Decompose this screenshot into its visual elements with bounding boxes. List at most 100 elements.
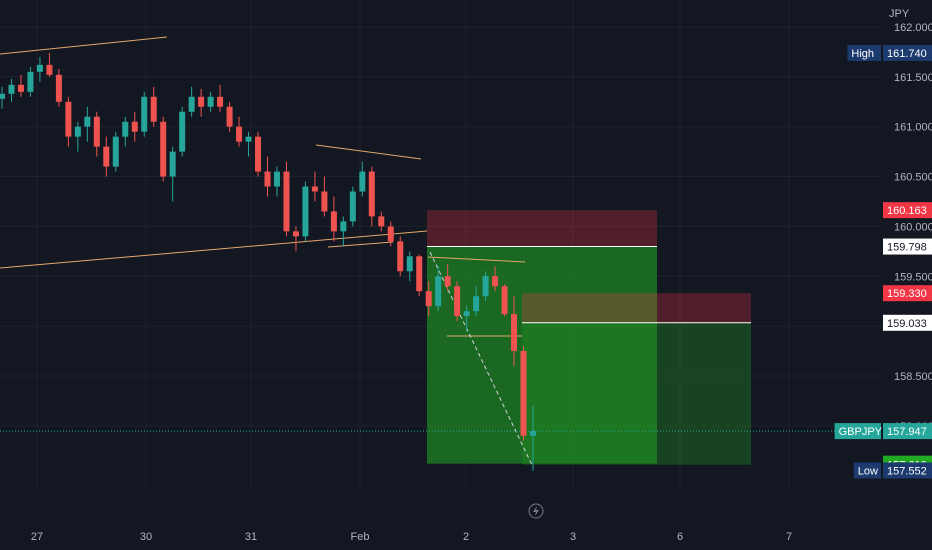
trendline[interactable] — [327, 241, 394, 248]
candle-body — [55, 74, 62, 102]
take-profit-zone[interactable] — [522, 322, 751, 465]
candle-body — [511, 314, 518, 352]
candle-body — [416, 256, 423, 292]
candle-body — [27, 71, 34, 92]
candle-body — [273, 171, 280, 187]
stop-loss-zone[interactable] — [427, 210, 657, 247]
candle-body — [501, 286, 508, 315]
entry1-badge — [883, 238, 932, 255]
candle-body — [150, 96, 157, 122]
current-value: 157.947 — [887, 426, 927, 438]
low-label-box — [853, 462, 881, 479]
candle-body — [198, 96, 205, 107]
candle-body — [397, 241, 404, 272]
candle-body — [46, 64, 53, 75]
trendline[interactable] — [0, 36, 168, 55]
candle-body — [236, 126, 243, 142]
high-label: High — [851, 48, 874, 60]
high-label-box — [847, 44, 881, 61]
candle-body — [36, 64, 43, 72]
price-badges: 161.740 High 160.163 159.798 159.330 159.033 1… — [834, 44, 932, 479]
candle-body — [103, 146, 110, 167]
candle-body — [520, 351, 527, 436]
candle-body — [226, 106, 233, 127]
low-label: Low — [858, 465, 878, 477]
trendline-drawings[interactable] — [0, 36, 882, 466]
candle-body — [188, 96, 195, 112]
candle-body — [8, 84, 15, 94]
candle-body — [245, 136, 252, 142]
currency-label: JPY — [889, 8, 910, 20]
candle-body — [368, 171, 375, 217]
current-badge — [883, 423, 932, 440]
date-tick-label: 30 — [140, 531, 152, 543]
candle-body — [482, 276, 489, 297]
price-tick-label: 162.000 — [894, 22, 932, 34]
candle-body — [311, 186, 318, 192]
high-badge — [883, 44, 932, 61]
candle-body — [112, 136, 119, 167]
current-label-box — [834, 423, 881, 440]
candle-body — [179, 111, 186, 152]
candle-body — [454, 286, 461, 317]
price-tick-label: 160.000 — [894, 221, 932, 233]
candle-body — [207, 96, 214, 107]
price-tick-label: 160.500 — [894, 172, 932, 184]
candle-body — [378, 216, 385, 227]
candle-body — [217, 96, 224, 107]
candle-body — [292, 231, 299, 237]
candle-body — [435, 276, 442, 307]
date-tick-label: 7 — [786, 531, 792, 543]
low-value: 157.552 — [887, 465, 927, 477]
candle-series — [0, 52, 536, 471]
candle-body — [463, 311, 470, 317]
lightning-icon[interactable] — [528, 503, 544, 519]
trendline[interactable] — [315, 144, 422, 160]
candle-body — [492, 276, 499, 287]
candle-body — [84, 116, 91, 127]
time-axis[interactable]: 27 30 31 Feb 2 3 6 7 — [31, 531, 792, 543]
candle-body — [93, 116, 100, 147]
trendline[interactable] — [427, 256, 526, 263]
stop-loss-zone[interactable] — [522, 293, 751, 323]
candle-body — [169, 151, 176, 177]
price-tick-label: 161.500 — [894, 72, 932, 84]
candle-body — [74, 126, 81, 137]
candle-body — [0, 93, 5, 99]
entry2-value: 159.033 — [887, 318, 927, 330]
entry1-value: 159.798 — [887, 242, 927, 254]
candle-body — [141, 96, 148, 132]
candle-body — [255, 136, 262, 172]
candle-body — [406, 256, 413, 272]
date-tick-label: 27 — [31, 531, 43, 543]
candle-body — [359, 171, 366, 192]
price-tick-label: 159.500 — [894, 271, 932, 283]
candle-body — [302, 186, 309, 237]
price-tick-label: 161.000 — [894, 122, 932, 134]
candle-body — [473, 296, 480, 312]
candle-body — [122, 121, 129, 137]
candle-body — [283, 171, 290, 232]
stop2-value: 159.330 — [887, 288, 927, 300]
candle-body — [530, 431, 536, 436]
trendline[interactable] — [0, 230, 428, 269]
candle-body — [349, 191, 356, 222]
date-tick-label: Feb — [351, 531, 370, 543]
candle-body — [17, 84, 24, 92]
price-axis[interactable]: JPY 162.000 161.500 161.000 160.500 160.000 1… — [889, 8, 932, 433]
current-label: GBPJPY — [839, 426, 883, 438]
high-value: 161.740 — [887, 48, 927, 60]
candle-body — [330, 211, 337, 232]
take-profit-zone[interactable] — [427, 246, 657, 464]
candle-body — [387, 226, 394, 242]
candle-body — [65, 101, 72, 137]
candle-body — [131, 121, 138, 132]
date-tick-label: 3 — [570, 531, 576, 543]
candle-body — [425, 291, 432, 307]
stop1-value: 160.163 — [887, 205, 927, 217]
date-tick-label: 2 — [463, 531, 469, 543]
position-tools[interactable] — [427, 210, 751, 465]
date-tick-label: 31 — [245, 531, 257, 543]
projection-line[interactable] — [429, 251, 533, 466]
